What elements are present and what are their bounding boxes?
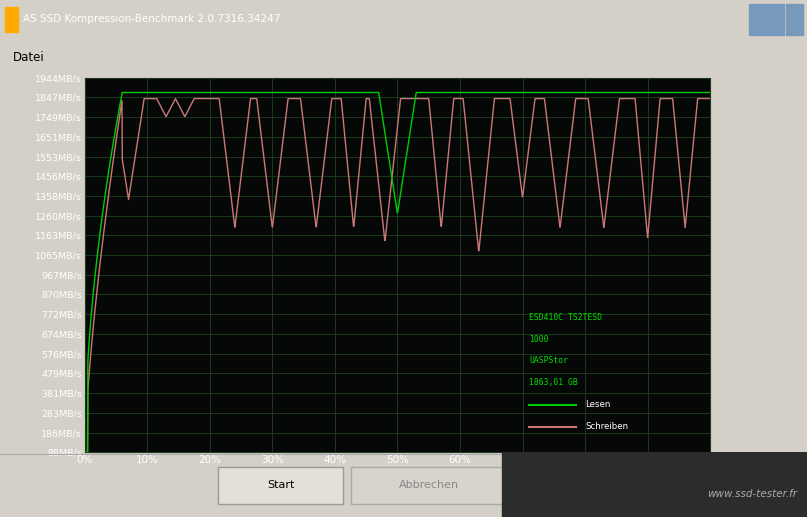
Bar (786, 4, 803, 35)
Text: AS SSD Kompression-Benchmark 2.0.7316.34247: AS SSD Kompression-Benchmark 2.0.7316.34… (23, 14, 280, 24)
Text: Lesen: Lesen (585, 400, 611, 409)
Text: Start: Start (267, 480, 295, 490)
Text: Schreiben: Schreiben (585, 422, 629, 431)
Bar (767, 4, 784, 35)
FancyBboxPatch shape (351, 466, 508, 504)
Bar (749, 4, 766, 35)
Text: ✕: ✕ (790, 13, 799, 24)
Text: 1000: 1000 (529, 334, 549, 344)
FancyBboxPatch shape (218, 466, 343, 504)
Bar (5, 7, 18, 32)
Text: Abbrechen: Abbrechen (399, 480, 459, 490)
Text: UASPStor: UASPStor (529, 356, 568, 365)
Text: □: □ (771, 13, 780, 24)
Text: ESD410C TS2TESD: ESD410C TS2TESD (529, 313, 602, 322)
Text: www.ssd-tester.fr: www.ssd-tester.fr (707, 490, 797, 499)
Text: ─: ─ (755, 13, 760, 24)
Bar (502, 452, 807, 517)
Text: 1863,01 GB: 1863,01 GB (529, 377, 578, 387)
Text: Datei: Datei (13, 51, 44, 64)
